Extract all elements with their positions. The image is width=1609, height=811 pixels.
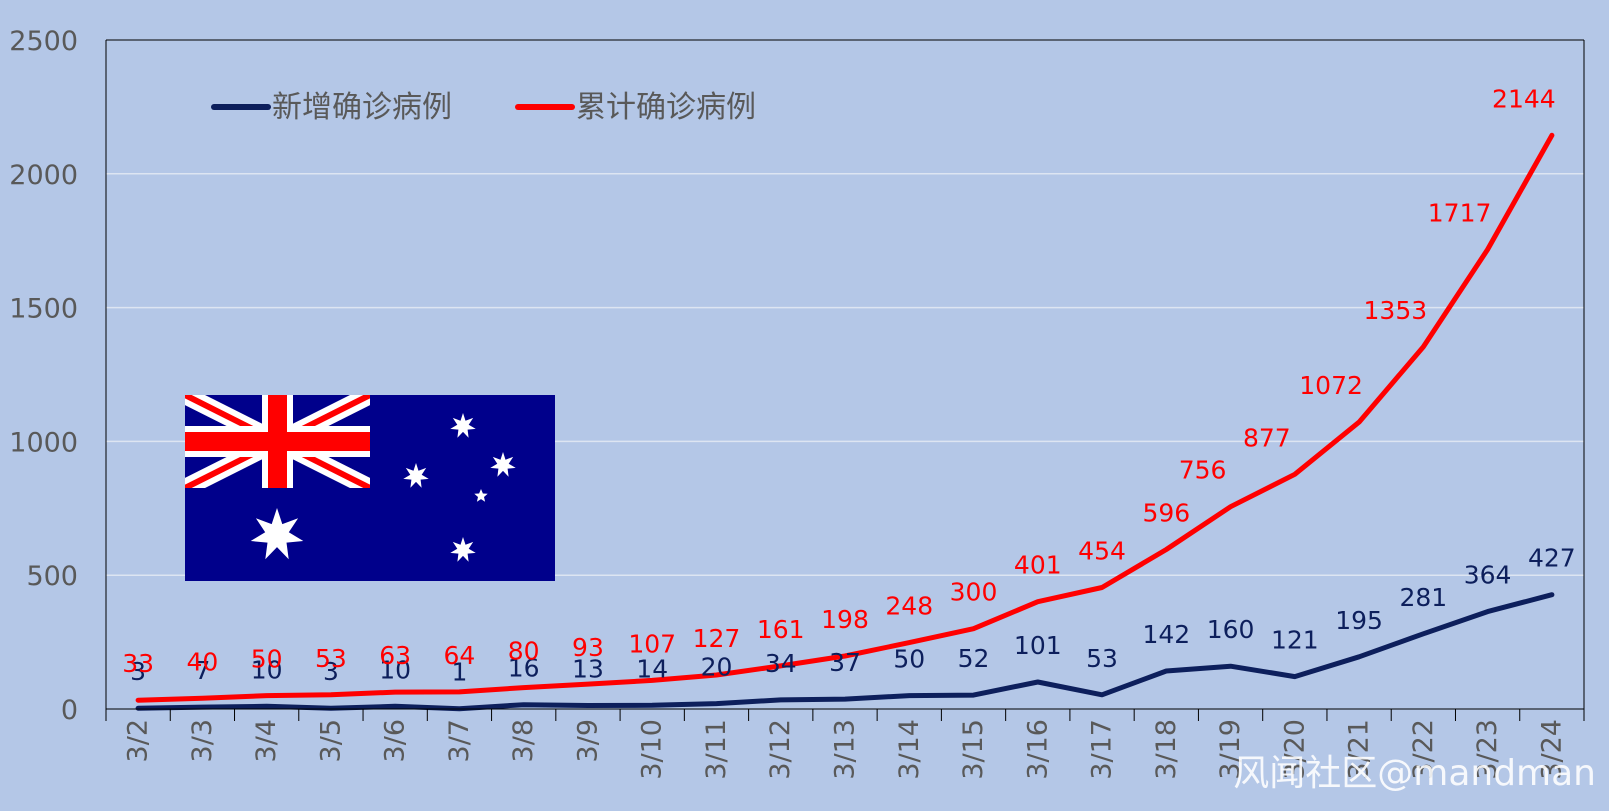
- legend-label-cumulative-cases: 累计确诊病例: [576, 90, 756, 125]
- x-tick-label: 3/17: [1087, 719, 1118, 780]
- flag-star-icon: [450, 537, 476, 562]
- data-label-new-cases: 7: [194, 656, 210, 685]
- x-tick-label: 3/23: [1472, 719, 1503, 780]
- data-label-new-cases: 364: [1464, 561, 1512, 590]
- data-label-cumulative-cases: 300: [950, 578, 998, 607]
- data-label-new-cases: 1: [451, 658, 467, 687]
- data-label-cumulative-cases: 1717: [1428, 199, 1492, 228]
- data-label-cumulative-cases: 401: [1014, 551, 1062, 580]
- x-tick-label: 3/15: [958, 719, 989, 780]
- x-tick-label: 3/12: [765, 719, 796, 780]
- data-label-cumulative-cases: 877: [1243, 423, 1291, 452]
- data-label-new-cases: 142: [1142, 620, 1190, 649]
- data-label-new-cases: 20: [701, 653, 733, 682]
- x-axis-ticks: 3/2 3/3 3/4 3/5 3/6 3/7 3/8 3/9 3/10 3/11 3/12 3/13…: [105, 709, 1585, 780]
- x-tick-label: 3/3: [187, 719, 218, 762]
- x-tick-label: 3/20: [1279, 719, 1310, 780]
- y-tick-label: 1000: [9, 427, 78, 458]
- x-tick-label: 3/14: [894, 719, 925, 780]
- flag-star-icon: [250, 508, 304, 560]
- data-label-cumulative-cases: 1353: [1364, 296, 1428, 325]
- data-label-new-cases: 13: [572, 655, 604, 684]
- x-tick-label: 3/19: [1215, 719, 1246, 780]
- data-label-new-cases: 50: [893, 645, 925, 674]
- x-tick-label: 3/8: [508, 719, 539, 762]
- y-axis-ticks: 0 500 1000 1500 2000 2500: [9, 26, 78, 726]
- flag-star-icon: [474, 489, 488, 502]
- data-label-new-cases: 427: [1528, 544, 1576, 573]
- x-tick-label: 3/11: [701, 719, 732, 780]
- data-label-new-cases: 34: [765, 649, 797, 678]
- data-label-new-cases: 53: [1086, 644, 1118, 673]
- data-label-cumulative-cases: 454: [1078, 537, 1126, 566]
- x-tick-label: 3/5: [315, 719, 346, 762]
- data-label-cumulative-cases: 596: [1142, 499, 1190, 528]
- x-tick-label: 3/22: [1408, 719, 1439, 780]
- data-label-cumulative-cases: 40: [186, 647, 218, 676]
- data-label-new-cases: 3: [130, 657, 146, 686]
- y-tick-label: 1500: [9, 294, 78, 325]
- data-label-cumulative-cases: 161: [757, 615, 805, 644]
- flag-star-icon: [490, 452, 516, 477]
- data-label-cumulative-cases: 107: [628, 629, 676, 658]
- x-tick-label: 3/21: [1344, 719, 1375, 780]
- data-label-new-cases: 37: [829, 648, 861, 677]
- data-label-cumulative-cases: 33: [122, 649, 154, 678]
- data-label-cumulative-cases: 127: [693, 624, 741, 653]
- data-label-new-cases: 10: [251, 655, 283, 684]
- data-label-cumulative-cases: 756: [1179, 456, 1227, 485]
- data-label-new-cases: 14: [636, 654, 668, 683]
- data-label-new-cases: 121: [1271, 626, 1319, 655]
- new-cases-line: [135, 592, 1555, 712]
- data-label-new-cases: 16: [508, 654, 540, 683]
- x-tick-label: 3/9: [572, 719, 603, 762]
- data-label-cumulative-cases: 64: [444, 641, 476, 670]
- data-label-new-cases: 101: [1014, 631, 1062, 660]
- y-tick-label: 2000: [9, 160, 78, 191]
- x-tick-label: 3/10: [637, 719, 668, 780]
- flag-star-icon: [450, 413, 476, 438]
- x-tick-label: 3/4: [251, 719, 282, 762]
- x-tick-label: 3/24: [1536, 719, 1567, 780]
- data-label-new-cases: 10: [379, 655, 411, 684]
- x-tick-label: 3/13: [830, 719, 861, 780]
- data-label-new-cases: 3: [323, 657, 339, 686]
- data-label-cumulative-cases: 248: [885, 592, 933, 621]
- y-tick-label: 500: [26, 561, 78, 592]
- x-tick-label: 3/6: [380, 719, 411, 762]
- legend: 新增确诊病例 累计确诊病例: [211, 90, 756, 125]
- data-label-cumulative-cases: 63: [379, 641, 411, 670]
- data-label-new-cases: 52: [958, 644, 990, 673]
- data-label-cumulative-cases: 80: [508, 637, 540, 666]
- australia-flag-icon: [185, 395, 555, 581]
- data-label-new-cases: 160: [1207, 615, 1255, 644]
- data-label-cumulative-cases: 1072: [1299, 371, 1363, 400]
- data-label-new-cases: 281: [1399, 583, 1447, 612]
- x-tick-label: 3/7: [444, 719, 475, 762]
- x-tick-label: 3/16: [1022, 719, 1053, 780]
- flag-star-icon: [403, 463, 429, 488]
- data-label-new-cases: 195: [1335, 606, 1383, 635]
- watermark: 风闻社区@mandman: [1233, 753, 1596, 794]
- y-tick-label: 0: [61, 695, 78, 726]
- data-label-cumulative-cases: 2144: [1492, 84, 1556, 113]
- data-label-cumulative-cases: 53: [315, 644, 347, 673]
- cumulative-cases-line: [135, 132, 1555, 703]
- data-label-cumulative-cases: 198: [821, 605, 869, 634]
- x-tick-label: 3/18: [1151, 719, 1182, 780]
- y-tick-label: 2500: [9, 26, 78, 57]
- series-lines: [135, 132, 1555, 712]
- data-label-cumulative-cases: 93: [572, 633, 604, 662]
- x-tick-label: 3/2: [123, 719, 154, 762]
- data-label-cumulative-cases: 50: [251, 645, 283, 674]
- legend-label-new-cases: 新增确诊病例: [272, 90, 452, 125]
